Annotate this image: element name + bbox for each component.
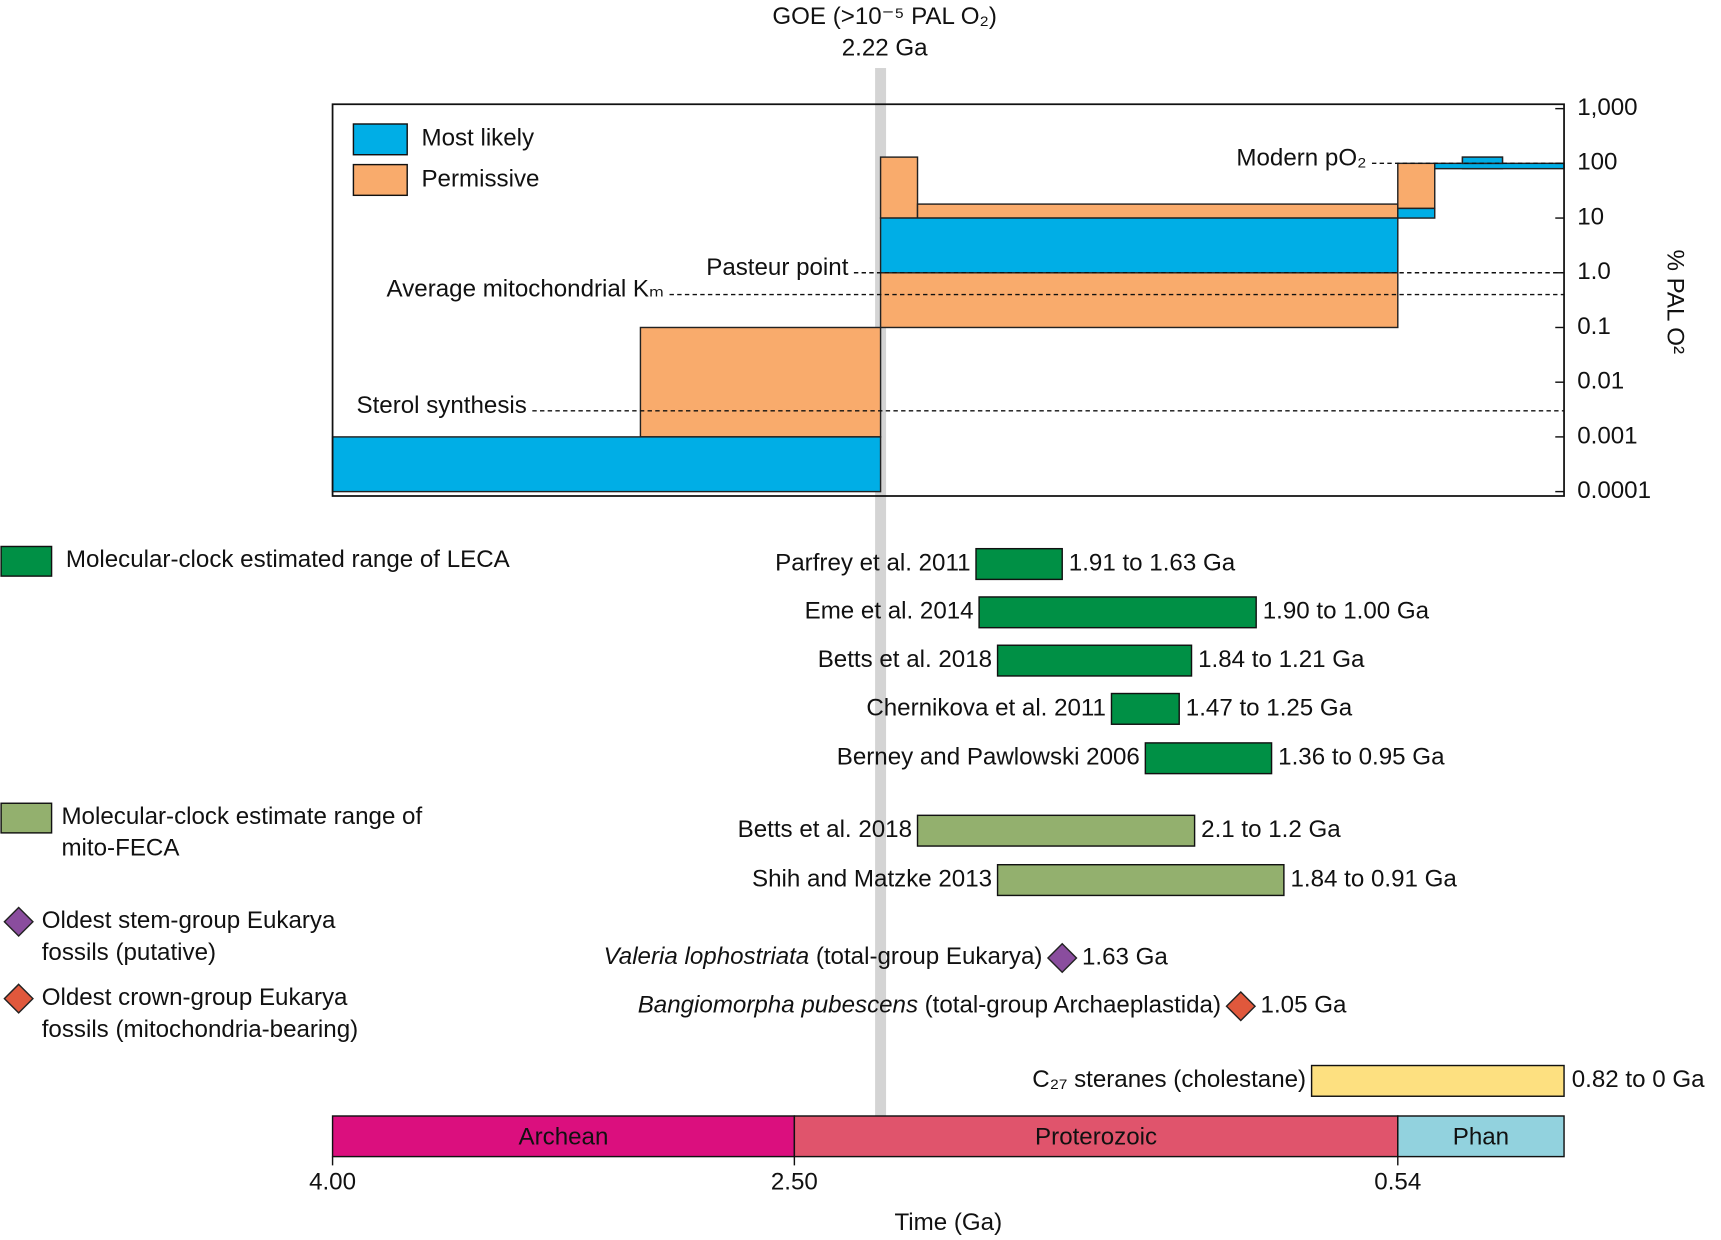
y-tick-label: 100 [1577, 149, 1617, 176]
estimate-name: Eme et al. 2014 [805, 598, 974, 625]
y-tick-label: 0.001 [1577, 422, 1637, 449]
goe-value: 2.22 Ga [842, 35, 928, 62]
era-label: Phan [1453, 1123, 1509, 1150]
plot-frame [331, 103, 1565, 497]
sterane-name: C₂₇ steranes (cholestane) [1032, 1066, 1306, 1093]
estimate-range: 1.90 to 1.00 Ga [1263, 598, 1430, 625]
diamond [3, 906, 34, 938]
estimate-bar [975, 547, 1063, 581]
legend-swatch [0, 545, 53, 577]
y-tick-label: 1.0 [1577, 258, 1611, 285]
era [1397, 1115, 1565, 1158]
era [331, 1115, 796, 1158]
sterane-range: 0.82 to 0 Ga [1572, 1066, 1705, 1093]
legend-label: Molecular-clock estimated range of LECA [66, 546, 511, 573]
oxygen-box [879, 156, 919, 219]
estimate-range: 1.91 to 1.63 Ga [1069, 549, 1236, 576]
legend-swatch [352, 123, 408, 156]
estimate-range: 1.36 to 0.95 Ga [1278, 744, 1445, 771]
diamond [1046, 942, 1078, 974]
estimate-name: Shih and Matzke 2013 [752, 865, 992, 892]
legend-label: Permissive [421, 165, 539, 192]
fossil-age: 1.63 Ga [1082, 943, 1168, 970]
x-axis-label: Time (Ga) [894, 1209, 1002, 1236]
estimate-range: 2.1 to 1.2 Ga [1201, 816, 1341, 843]
legend-label: fossils (putative) [42, 939, 216, 966]
oxygen-box [639, 326, 882, 438]
estimate-range: 1.47 to 1.25 Ga [1186, 694, 1353, 721]
fossil-group: (total-group Eukarya) [816, 943, 1043, 970]
estimate-bar [996, 644, 1193, 677]
oxygen-box [916, 203, 1399, 219]
estimate-name: Berney and Pawlowski 2006 [837, 744, 1140, 771]
fossil-taxon: Bangiomorpha pubescens [638, 992, 918, 1019]
legend-label: Oldest crown-group Eukarya [42, 984, 348, 1011]
x-tick-label: 4.00 [309, 1168, 356, 1195]
sterane-bar [1310, 1064, 1565, 1097]
y-axis-label: % PAL O² [1661, 249, 1688, 354]
legend-swatch [352, 163, 408, 197]
y-tick-label: 1,000 [1577, 94, 1637, 121]
era [793, 1115, 1399, 1158]
era-label: Proterozoic [1035, 1123, 1157, 1150]
x-tick-label: 2.50 [771, 1168, 818, 1195]
fossil-taxon: Valeria lophostriata [604, 943, 810, 970]
estimate-range: 1.84 to 0.91 Ga [1290, 865, 1457, 892]
legend-label: mito-FECA [61, 835, 180, 862]
reference-label: Sterol synthesis [357, 392, 527, 419]
estimate-name: Betts et al. 2018 [818, 646, 992, 673]
x-tick-label: 0.54 [1374, 1168, 1421, 1195]
oxygen-box [1461, 156, 1504, 165]
estimate-range: 1.84 to 1.21 Ga [1198, 646, 1365, 673]
legend-label: Most likely [421, 125, 535, 152]
estimate-bar [978, 596, 1257, 629]
fossil-age: 1.05 Ga [1261, 992, 1347, 1019]
reference-label: Average mitochondrial Kₘ [387, 276, 664, 303]
fossil-label: Bangiomorpha pubescens (total-group Archa… [638, 992, 1221, 1019]
goe-band [875, 68, 887, 1116]
y-tick-label: 10 [1577, 203, 1604, 230]
era-label: Archean [519, 1123, 609, 1150]
y-tick-label: 0.0001 [1577, 477, 1651, 504]
diamond [1225, 990, 1257, 1022]
estimate-bar [916, 814, 1196, 847]
reference-label: Pasteur point [706, 254, 848, 281]
oxygen-box [1397, 162, 1436, 210]
estimate-name: Parfrey et al. 2011 [775, 549, 970, 576]
legend-label: Molecular-clock estimate range of [61, 803, 422, 830]
diamond [3, 983, 34, 1014]
legend-label: Oldest stem-group Eukarya [42, 907, 336, 934]
y-tick-label: 0.01 [1577, 368, 1624, 395]
y-tick-label: 0.1 [1577, 313, 1611, 340]
goe-label: GOE (>10⁻⁵ PAL O₂) [772, 3, 997, 30]
estimate-bar [996, 863, 1285, 897]
legend-swatch [0, 802, 53, 834]
reference-label: Modern pO₂ [1236, 144, 1366, 171]
estimate-name: Chernikova et al. 2011 [866, 694, 1106, 721]
estimate-bar [1144, 742, 1273, 775]
estimate-name: Betts et al. 2018 [738, 816, 912, 843]
oxygen-box [879, 272, 1399, 329]
fossil-group: (total-group Archaeplastida) [925, 992, 1221, 1019]
estimate-bar [1110, 692, 1180, 725]
oxygen-box [879, 217, 1399, 274]
legend-label: fossils (mitochondria-bearing) [42, 1016, 358, 1043]
oxygen-box [1434, 162, 1565, 170]
oxygen-box [331, 436, 882, 493]
oxygen-box [1397, 207, 1436, 219]
fossil-label: Valeria lophostriata (total-group Eukarya… [604, 943, 1043, 970]
